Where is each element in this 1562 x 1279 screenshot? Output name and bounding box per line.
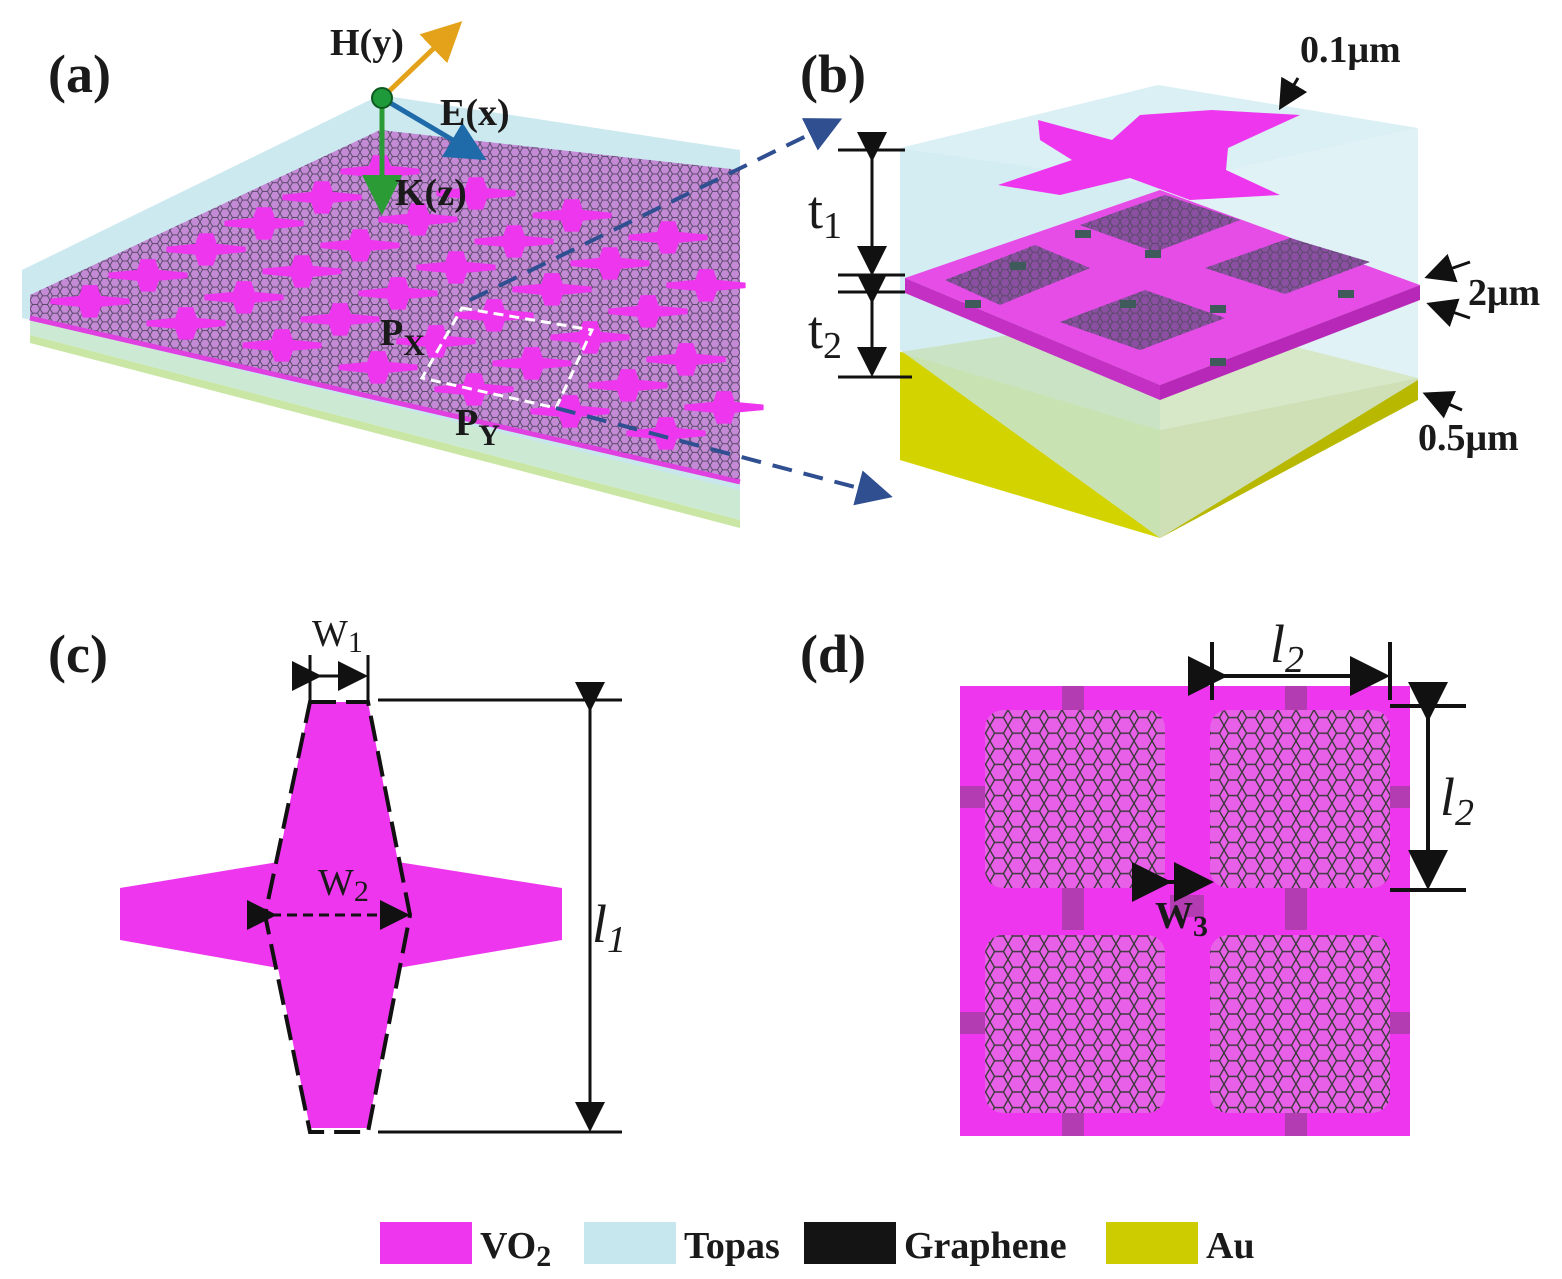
h-field-arrow [380,21,463,100]
panel-a-cross [320,229,400,262]
panel-a-cross [50,285,130,318]
legend-label-au: Au [1206,1225,1255,1267]
panel-a-cross [492,347,572,380]
panel-a-cross [204,281,284,314]
panel-a-substrate [30,335,740,528]
panel-a-cross [108,259,188,292]
panel-b-label: (b) [800,44,866,104]
t1-label: t1 [808,180,842,247]
panel-a-cross [146,307,226,340]
panel-a-cross [570,247,650,280]
panel-a-link-arrow-top [469,118,843,302]
panel-b-graphene-patches [945,195,1370,366]
panel-a: (a) H(y) E(x) K(z) PX PY [22,21,893,528]
panel-a-cross [224,207,304,240]
k-field-label: K(z) [395,172,467,214]
panel-a-cross [436,177,516,210]
panel-a-cross [608,295,688,328]
vo2-plate-side [905,278,1160,400]
panel-a-cross [628,221,708,254]
l2-side-label: l2 [1440,767,1474,834]
panel-a-cross [550,321,630,354]
panel-a-label: (a) [48,44,111,104]
panel-a-cross [166,233,246,266]
e-field-label: E(x) [440,92,510,134]
panel-a-link-arrow-bottom [555,406,893,506]
legend-swatch-graphene [804,1222,896,1264]
gold-thickness-label: 0.5μm [1418,417,1519,459]
panel-a-cross [684,391,764,424]
panel-a-cross [646,343,726,376]
panel-b: (b) 0.1μm 2μm 0.5μm t1 t2 [800,29,1540,538]
legend-swatch-vo2 [380,1222,472,1264]
panel-c-label: (c) [48,624,108,684]
top-thickness-label: 0.1μm [1300,29,1401,71]
py-label: PY [455,402,500,452]
panel-a-cross [416,251,496,284]
panel-c: (c) W1 W2 l1 [48,613,626,1134]
panel-d: (d) l2 l2 W3 [800,614,1474,1136]
panel-a-substrate-face [30,318,740,520]
gold-left [900,352,1160,538]
legend-label-graphene: Graphene [904,1225,1067,1267]
e-field-arrow [380,95,487,161]
panel-a-cross [282,181,362,214]
panel-d-dimensions [1132,642,1466,902]
px-label: PX [380,312,425,362]
panel-a-cross [588,369,668,402]
panel-a-cross [358,277,438,310]
w2-label: W2 [318,862,369,908]
legend-swatch-topas [584,1222,676,1264]
panel-a-cross [626,417,706,450]
field-origin [371,87,393,109]
l1-label: l1 [592,894,626,961]
legend: VO2 Topas Graphene Au [380,1222,1255,1273]
w3-label: W3 [1155,895,1208,943]
panel-d-label: (d) [800,624,866,684]
panel-a-cross [300,303,380,336]
panel-a-cross [396,325,476,358]
legend-swatch-au [1106,1222,1198,1264]
legend-label-topas: Topas [684,1225,780,1267]
vo2-plate-side-right [1160,285,1420,400]
panel-c-dimensions [247,655,622,1134]
mid-thickness-label: 2μm [1468,272,1540,314]
panel-a-cross [532,199,612,232]
t2-label: t2 [808,300,842,367]
panel-a-cross [512,273,592,306]
panel-a-cross [474,225,554,258]
panel-a-cross [454,299,534,332]
panel-a-cross [242,329,322,362]
legend-label-vo2: VO2 [480,1225,551,1273]
panel-a-cross [666,269,746,302]
panel-a-cross [434,373,514,406]
panel-b-cross [998,110,1300,200]
l2-top-label: l2 [1270,614,1304,681]
panel-a-cross [378,203,458,236]
graphene-squares [985,710,1390,1113]
w1-label: W1 [312,613,363,659]
panel-b-dimensions [838,76,1471,419]
h-field-label: H(y) [330,22,404,64]
panel-a-crosses [50,155,764,450]
panel-a-cross [262,255,342,288]
panel-a-vo2-edge [29,315,741,485]
panel-a-cross [338,351,418,384]
